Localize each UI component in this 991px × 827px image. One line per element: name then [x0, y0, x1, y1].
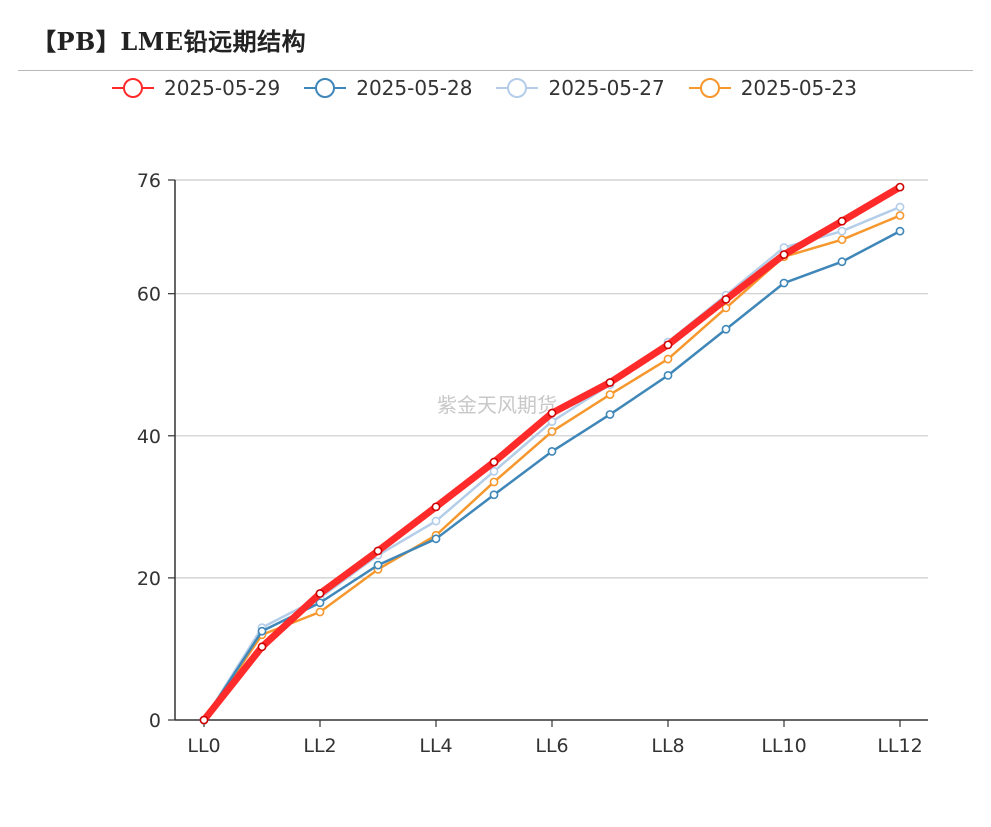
data-point — [489, 457, 499, 467]
series-2025-05-23 — [199, 211, 905, 725]
data-point — [663, 370, 673, 380]
data-point — [895, 182, 905, 192]
data-point — [721, 324, 731, 334]
data-point — [199, 715, 209, 725]
series-line — [202, 214, 902, 722]
x-tick-label: LL0 — [187, 735, 220, 757]
data-point — [547, 447, 557, 456]
x-tick-label: LL10 — [761, 735, 806, 757]
data-point — [605, 410, 615, 419]
title-divider — [18, 70, 973, 71]
data-point — [547, 408, 557, 418]
legend-item[interactable]: 2025-05-28 — [302, 76, 472, 100]
data-point — [837, 226, 847, 236]
x-tick-label: LL12 — [877, 735, 922, 757]
data-point — [257, 626, 267, 636]
data-point — [895, 202, 905, 212]
legend-item[interactable]: 2025-05-27 — [494, 76, 665, 100]
legend-label: 2025-05-23 — [740, 76, 857, 100]
data-point — [373, 560, 383, 570]
y-tick-label: 60 — [137, 284, 161, 306]
data-point — [663, 354, 673, 364]
legend-label: 2025-05-28 — [356, 76, 473, 100]
legend-marker-icon — [304, 78, 347, 98]
data-point — [315, 589, 325, 598]
chart-legend: 2025-05-29 2025-05-28 2025-05-27 2025-05-23 — [110, 76, 879, 100]
data-point — [373, 546, 383, 556]
legend-marker-icon — [688, 78, 731, 98]
data-point — [837, 257, 847, 267]
data-point — [605, 390, 615, 399]
data-point — [431, 502, 441, 512]
data-point — [721, 294, 731, 304]
x-tick-label: LL8 — [651, 735, 684, 757]
data-point — [895, 226, 905, 236]
page-title: 【PB】LME铅远期结构 — [32, 27, 307, 56]
data-point — [547, 417, 557, 426]
x-tick-label: LL2 — [303, 735, 336, 757]
legend-item[interactable]: 2025-05-23 — [687, 76, 857, 100]
y-tick-label: 20 — [137, 568, 161, 590]
data-point — [431, 534, 441, 544]
data-point — [489, 466, 499, 476]
legend-marker-icon — [496, 78, 539, 98]
data-point — [489, 490, 499, 500]
data-point — [663, 340, 673, 350]
watermark-text: 紫金天风期货 — [437, 393, 557, 417]
data-point — [895, 211, 905, 220]
x-tick-label: LL6 — [535, 735, 568, 757]
legend-marker-icon — [112, 78, 154, 98]
x-tick-label: LL4 — [419, 735, 452, 757]
data-point — [257, 642, 267, 652]
legend-label: 2025-05-29 — [164, 76, 281, 100]
data-point — [779, 250, 789, 260]
legend-item[interactable]: 2025-05-29 — [110, 76, 280, 100]
series-line — [202, 229, 902, 722]
data-point — [779, 278, 789, 288]
chart-axes: 0 20 40 60 76 LL0 LL2 LL4 LL6 LL8 LL10 LL12 — [137, 170, 928, 757]
data-point — [605, 378, 615, 387]
y-tick-label: 0 — [149, 710, 161, 732]
data-point — [721, 303, 731, 313]
data-point — [489, 477, 499, 487]
data-point — [837, 235, 847, 245]
series-line — [202, 205, 902, 722]
legend-label: 2025-05-27 — [548, 76, 665, 100]
series-2025-05-28 — [199, 226, 905, 725]
data-point — [431, 516, 441, 526]
data-point — [547, 427, 557, 436]
series-2025-05-27 — [199, 202, 905, 725]
data-point — [837, 216, 847, 226]
chart-series — [199, 182, 905, 725]
series-2025-05-29 — [199, 182, 905, 725]
y-tick-label: 76 — [137, 170, 161, 192]
data-point — [315, 598, 325, 608]
y-tick-label: 40 — [137, 426, 161, 448]
data-point — [315, 607, 325, 617]
